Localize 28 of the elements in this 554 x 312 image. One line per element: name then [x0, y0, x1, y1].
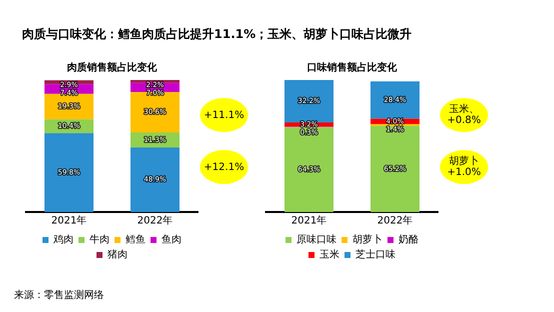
bar [284, 127, 334, 212]
chart-title: 口味销售额占比变化 [307, 62, 398, 74]
text: +12.1% [200, 150, 248, 184]
legend-label: 芝士口味 [356, 248, 396, 261]
legend-label: 奶酪 [398, 234, 418, 246]
text: 肉质与口味变化：鳕鱼肉质占比提升11.1%；玉米、胡萝卜口味占比微升 [22, 26, 412, 43]
x-tick-label: 2022年 [137, 214, 173, 227]
bar [284, 80, 334, 123]
text: 玉米、+0.8% [440, 98, 488, 132]
chart-title: 肉质销售额占比变化 [67, 62, 158, 74]
bar [44, 133, 94, 212]
legend-label: 胡萝卜 [352, 234, 382, 246]
x-tick-label: 2021年 [51, 214, 87, 227]
legend-label: 鱼肉 [162, 234, 182, 246]
bar [130, 147, 180, 212]
legend-label: 鸡肉 [52, 234, 74, 246]
legend-label: 原味口味 [296, 234, 336, 246]
bar [370, 81, 420, 119]
legend-label: 鳕鱼 [126, 234, 146, 246]
text: +11.1% [200, 98, 248, 132]
x-tick-label: 2022年 [377, 214, 413, 227]
source-note: 来源：零售监测网络 [14, 288, 104, 302]
x-tick-label: 2021年 [291, 214, 327, 227]
text: 胡萝卜+1.0% [440, 150, 488, 184]
legend-label: 牛肉 [90, 234, 110, 246]
bar [370, 126, 420, 212]
legend-label: 猪肉 [108, 248, 128, 261]
legend-label: 玉米 [320, 248, 340, 261]
